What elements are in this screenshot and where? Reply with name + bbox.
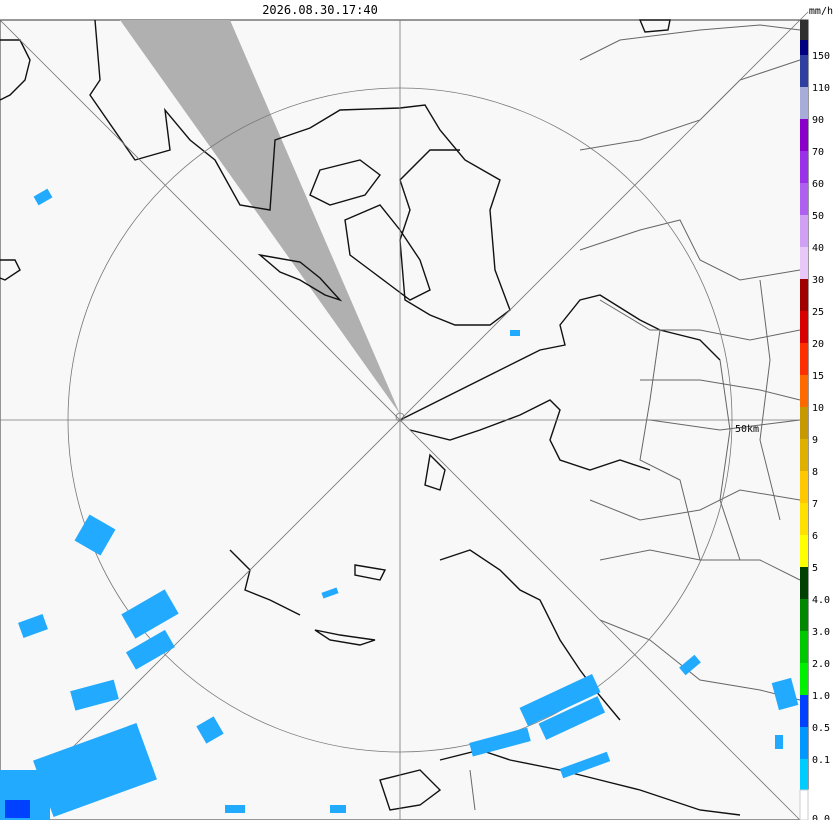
legend-label: 0.5 [812, 723, 830, 734]
legend-label: 70 [812, 147, 824, 158]
legend-label: 110 [812, 83, 830, 94]
coastlines [0, 19, 741, 816]
legend-swatch [800, 343, 808, 375]
precipitation-echoes [0, 188, 799, 820]
range-label: 50km [735, 424, 759, 435]
legend-label: 2.0 [812, 659, 830, 670]
legend-swatch [800, 55, 808, 87]
legend-swatch [800, 375, 808, 407]
unit-label: mm/h [809, 6, 833, 17]
legend-label: 90 [812, 115, 824, 126]
color-legend: 150 110 90 70 60 50 40 30 25 20 15 10 9 8 7 6 5 4.0 3.0 2.0… [799, 20, 830, 824]
legend-label: 30 [812, 275, 824, 286]
legend-label: 4.0 [812, 595, 830, 606]
legend-label: 60 [812, 179, 824, 190]
legend-swatch [800, 535, 808, 567]
legend-swatch [800, 727, 808, 759]
legend-label: 0.0 [812, 814, 830, 820]
legend-swatch [799, 789, 809, 821]
legend-swatch [800, 119, 808, 151]
legend-swatch [800, 215, 808, 247]
legend-swatch [800, 407, 808, 439]
legend-label: 25 [812, 307, 824, 318]
legend-swatch [800, 599, 808, 631]
legend-label: 20 [812, 339, 824, 350]
legend-swatch [800, 471, 808, 503]
legend-label: 8 [812, 467, 818, 478]
legend-swatch [800, 663, 808, 695]
legend-label: 6 [812, 531, 818, 542]
legend-label: 15 [812, 371, 824, 382]
legend-label: 1.0 [812, 691, 830, 702]
legend-swatch [800, 151, 808, 183]
legend-label: 10 [812, 403, 824, 414]
legend-label: 5 [812, 563, 818, 574]
legend-swatch [800, 759, 808, 790]
legend-swatch [800, 279, 808, 311]
legend-label: 9 [812, 435, 818, 446]
legend-swatch [800, 87, 808, 119]
legend-swatch [800, 311, 808, 343]
legend-swatch [800, 439, 808, 471]
timestamp: 2026.08.30.17:40 [262, 3, 378, 17]
range-guides [0, 11, 809, 821]
legend-swatch [800, 183, 808, 215]
legend-label: 150 [812, 51, 830, 62]
legend-label: 40 [812, 243, 824, 254]
legend-label: 7 [812, 499, 818, 510]
legend-swatch [800, 695, 808, 727]
legend-swatch [800, 503, 808, 535]
blocked-sector [120, 20, 400, 414]
legend-label: 0.1 [812, 755, 830, 766]
legend-swatch [800, 40, 808, 55]
legend-swatch [800, 631, 808, 663]
legend-label: 3.0 [812, 627, 830, 638]
legend-swatch [800, 247, 808, 279]
legend-swatch [800, 567, 808, 599]
legend-label: 50 [812, 211, 824, 222]
